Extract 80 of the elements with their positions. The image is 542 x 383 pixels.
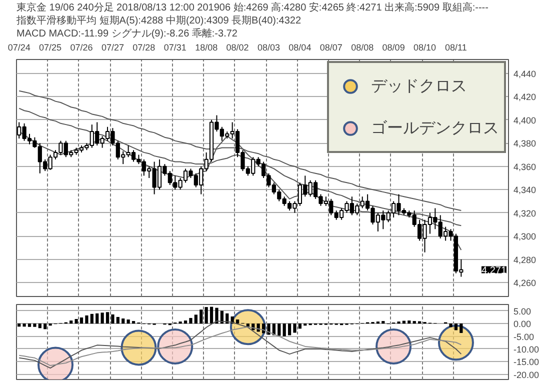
bar — [116, 316, 120, 324]
y-tick-label: 4,300 — [514, 232, 536, 242]
y-tick-label: 5.00 — [514, 306, 532, 316]
bar — [282, 324, 286, 336]
point — [120, 330, 157, 366]
bar — [106, 312, 110, 324]
bar — [412, 321, 416, 324]
bar — [408, 320, 411, 324]
bar — [454, 324, 458, 330]
bar — [288, 324, 292, 336]
chart-subtitle: 指数平滑移動平均 短期A(5):4288 中期(20):4309 長期B(40):4322 — [16, 14, 302, 26]
y-tick-label: -15.00 — [514, 357, 540, 368]
x-tick-label: 07/27 — [101, 42, 124, 52]
y-tick-label: 4,320 — [514, 208, 536, 218]
x-tick-label: 07/24 — [8, 42, 30, 52]
bar — [204, 307, 208, 324]
x-tick-label: 08/10 — [414, 42, 436, 52]
bar — [33, 324, 36, 327]
bar — [80, 317, 84, 324]
x-tick-label: 07/28 — [132, 42, 156, 52]
legend-label: ゴールデンクロス — [371, 118, 499, 138]
x-tick-label: 08/02 — [226, 42, 249, 52]
x-tick-label: 08/07 — [320, 42, 342, 52]
point — [438, 324, 474, 361]
y-tick-label: -20.00 — [514, 370, 540, 380]
y-tick-label: 4,340 — [514, 185, 536, 196]
bar — [22, 324, 26, 327]
x-tick-label: 07/31 — [164, 42, 186, 52]
point — [376, 328, 412, 364]
bar — [189, 318, 192, 324]
bar — [96, 313, 99, 324]
bar — [382, 321, 385, 324]
bar — [210, 306, 214, 324]
text: 4,271 — [481, 265, 507, 276]
point — [157, 328, 194, 364]
bar — [278, 324, 281, 336]
bar — [38, 324, 42, 328]
bar — [215, 308, 218, 324]
bar — [449, 324, 452, 328]
y-tick-label: 4,260 — [514, 278, 536, 288]
x-tick-label: 08/11 — [445, 42, 467, 52]
bar — [74, 318, 78, 324]
x-tick-label: 08/03 — [257, 42, 280, 52]
y-tick-label: 4,420 — [514, 92, 536, 102]
bar — [236, 320, 240, 324]
y-tick-label: 4,380 — [514, 138, 536, 149]
y-tick-label: 0.00 — [514, 319, 532, 330]
y-tick-label: 4,440 — [514, 68, 536, 79]
bar — [28, 324, 32, 327]
bar — [298, 324, 302, 329]
bar — [293, 324, 296, 333]
x-tick-label: 08/04 — [288, 42, 312, 52]
x-tick-label: 08/08 — [351, 42, 374, 52]
y-tick-label: 4,400 — [514, 115, 536, 126]
bar — [184, 320, 188, 324]
bar — [85, 315, 88, 324]
x-tick-label: 07/25 — [39, 42, 62, 52]
bar — [132, 321, 136, 324]
bar — [44, 324, 47, 330]
bar — [460, 324, 463, 333]
x-tick-label: 08/09 — [382, 42, 405, 52]
y-tick-label: 4,280 — [514, 254, 536, 265]
bar — [111, 314, 114, 324]
bar — [70, 320, 73, 324]
bar — [18, 324, 21, 327]
y-tick-label: 4,360 — [514, 162, 536, 172]
x-tick-label: 18/08 — [195, 42, 218, 52]
legend-label: デッドクロス — [371, 76, 467, 96]
bar — [126, 320, 130, 324]
bar — [267, 324, 270, 335]
bar — [200, 310, 203, 324]
bar — [100, 312, 104, 324]
bar — [122, 318, 125, 324]
x-tick-label: 07/26 — [70, 42, 93, 52]
y-tick-label: -5.00 — [514, 332, 534, 342]
bar — [194, 314, 198, 324]
bar — [90, 314, 94, 324]
chart-title: 東京金 19/06 240分足 2018/08/13 12:00 201906 始:4269 高:4280 安:4265 終:4271 出来高:5909 取組高:---- — [16, 2, 488, 14]
text: MACD MACD:-11.99 シグナル(9):-8.26 乖離:-3.72 — [16, 28, 238, 40]
y-tick-label: -10.00 — [514, 344, 540, 354]
